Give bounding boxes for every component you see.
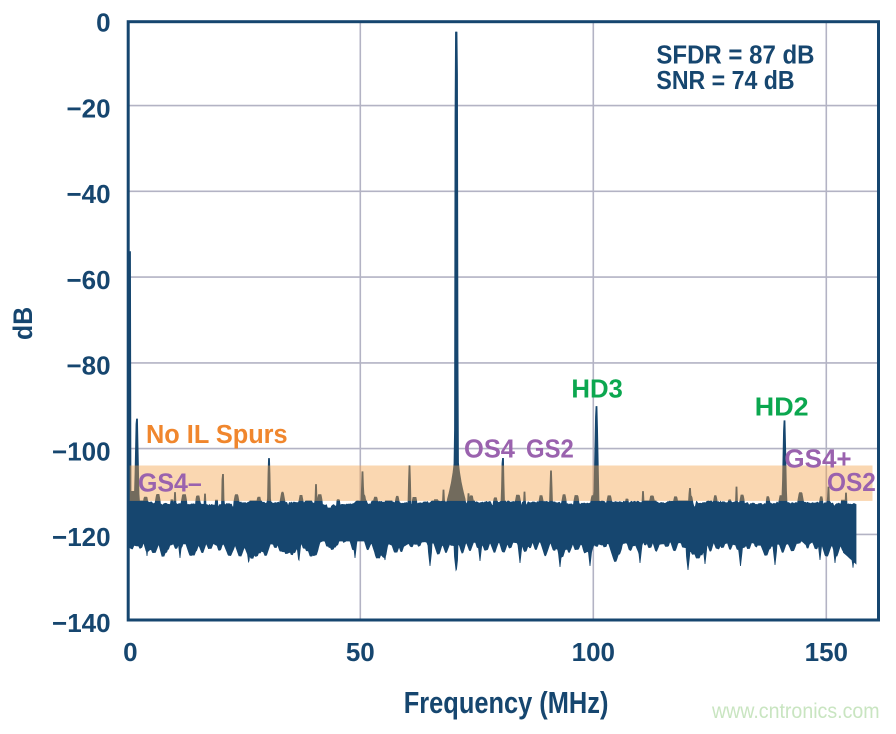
- svg-text:SFDR = 87 dB: SFDR = 87 dB: [656, 40, 814, 69]
- svg-text:−20: −20: [66, 93, 110, 123]
- svg-text:HD2: HD2: [755, 392, 809, 422]
- svg-text:150: 150: [805, 637, 848, 667]
- svg-text:50: 50: [346, 637, 375, 667]
- svg-text:0: 0: [96, 8, 110, 38]
- svg-text:−140: −140: [52, 608, 111, 638]
- svg-text:GS4–: GS4–: [138, 469, 202, 498]
- svg-text:GS2: GS2: [526, 435, 574, 464]
- svg-text:−40: −40: [66, 179, 110, 209]
- svg-text:−120: −120: [52, 522, 111, 552]
- svg-text:100: 100: [572, 637, 615, 667]
- svg-text:−100: −100: [52, 436, 111, 466]
- svg-text:SNR = 74 dB: SNR = 74 dB: [656, 67, 794, 96]
- svg-text:−60: −60: [66, 265, 110, 295]
- svg-text:−80: −80: [66, 351, 110, 381]
- svg-text:GS4+: GS4+: [784, 444, 851, 474]
- svg-text:OS2: OS2: [827, 469, 876, 498]
- svg-text:No IL Spurs: No IL Spurs: [146, 421, 288, 449]
- svg-text:OS4: OS4: [464, 435, 516, 463]
- svg-text:Frequency (MHz): Frequency (MHz): [404, 686, 609, 721]
- svg-text:dB: dB: [9, 307, 38, 340]
- svg-text:HD3: HD3: [571, 376, 622, 404]
- svg-text:0: 0: [123, 637, 137, 667]
- svg-text:www.cntronics.com: www.cntronics.com: [711, 700, 880, 723]
